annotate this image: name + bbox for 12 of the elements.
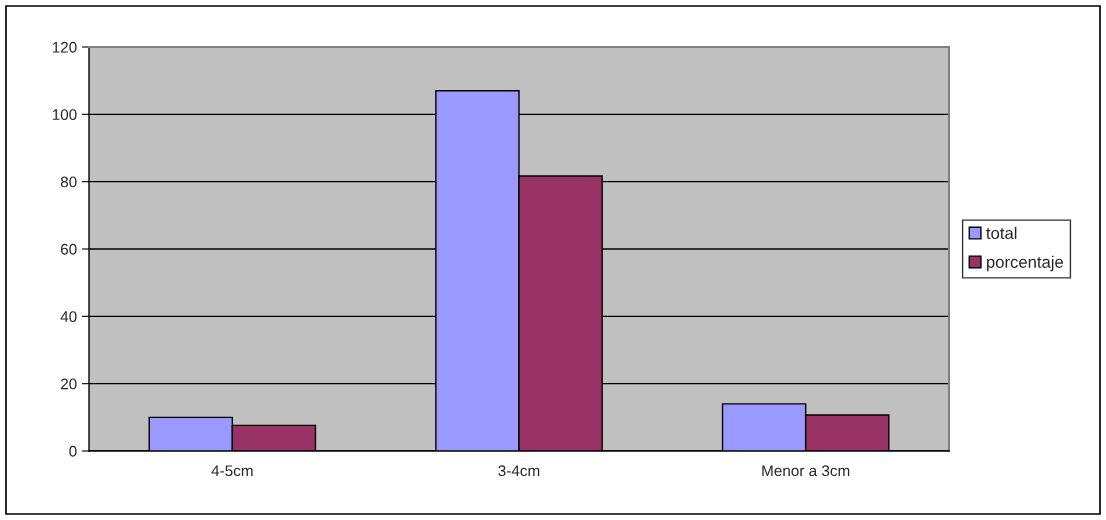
x-tick-label: Menor a 3cm xyxy=(762,465,850,477)
x-tick-label: 3-4cm xyxy=(498,465,540,477)
y-tick-label: 60 xyxy=(60,243,77,255)
x-tick-label: 4-5cm xyxy=(211,465,253,477)
y-tick-label: 80 xyxy=(60,176,77,188)
y-tick-label: 0 xyxy=(69,445,77,457)
y-tick-label: 120 xyxy=(52,41,77,53)
legend-label: porcentaje xyxy=(987,255,1064,272)
y-tick-label: 100 xyxy=(52,109,77,121)
y-tick-label: 20 xyxy=(60,378,77,390)
legend-label: total xyxy=(986,226,1017,240)
y-tick-label: 40 xyxy=(60,311,77,323)
